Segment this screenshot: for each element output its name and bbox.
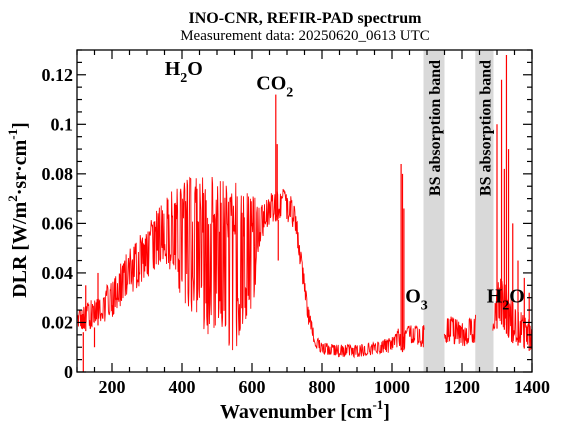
x-tick-label: 1000 [374, 377, 410, 397]
x-axis-label: Wavenumber [cm-1] [220, 397, 390, 423]
absorption-bands: BS absorption band BS absorption band [423, 50, 494, 372]
y-axis-label: DLR [W/m2·sr·cm-1] [5, 122, 31, 298]
molecule-annotations: H2O CO2 O3 H2O [165, 58, 525, 314]
x-tick-label: 800 [309, 377, 336, 397]
x-tick-label: 600 [239, 377, 266, 397]
x-tick-label: 1400 [514, 377, 550, 397]
band-label-1: BS absorption band [477, 60, 494, 196]
spectrum-series [76, 54, 533, 372]
band-rect-0 [423, 50, 445, 372]
chart-title: INO-CNR, REFIR-PAD spectrum [188, 10, 422, 27]
annotation-co2: CO2 [256, 73, 293, 101]
spectrum-line [76, 176, 533, 359]
annotation-h2o-left: H2O [165, 58, 203, 86]
x-tick-label: 200 [99, 377, 126, 397]
y-tick-label: 0.08 [42, 164, 74, 184]
y-tick-label: 0.06 [42, 213, 74, 233]
x-tick-label: 400 [169, 377, 196, 397]
y-tick-label: 0.12 [42, 65, 74, 85]
y-tick-label: 0.04 [42, 263, 74, 283]
chart-subtitle: Measurement data: 20250620_0613 UTC [180, 28, 430, 44]
y-tick-label: 0 [64, 362, 73, 382]
plot-frame [76, 49, 533, 373]
annotation-o3: O3 [405, 286, 428, 314]
band-label-0: BS absorption band [427, 60, 444, 196]
annotation-h2o-right: H2O [487, 286, 525, 314]
y-tick-label: 0.02 [42, 312, 74, 332]
y-tick-label: 0.1 [51, 114, 74, 134]
x-tick-label: 1200 [444, 377, 480, 397]
axes: 200 400 600 800 1000 1200 1400 0 0.02 0.04 0.06 0.0… [42, 49, 550, 397]
band-rect-1 [475, 50, 494, 372]
